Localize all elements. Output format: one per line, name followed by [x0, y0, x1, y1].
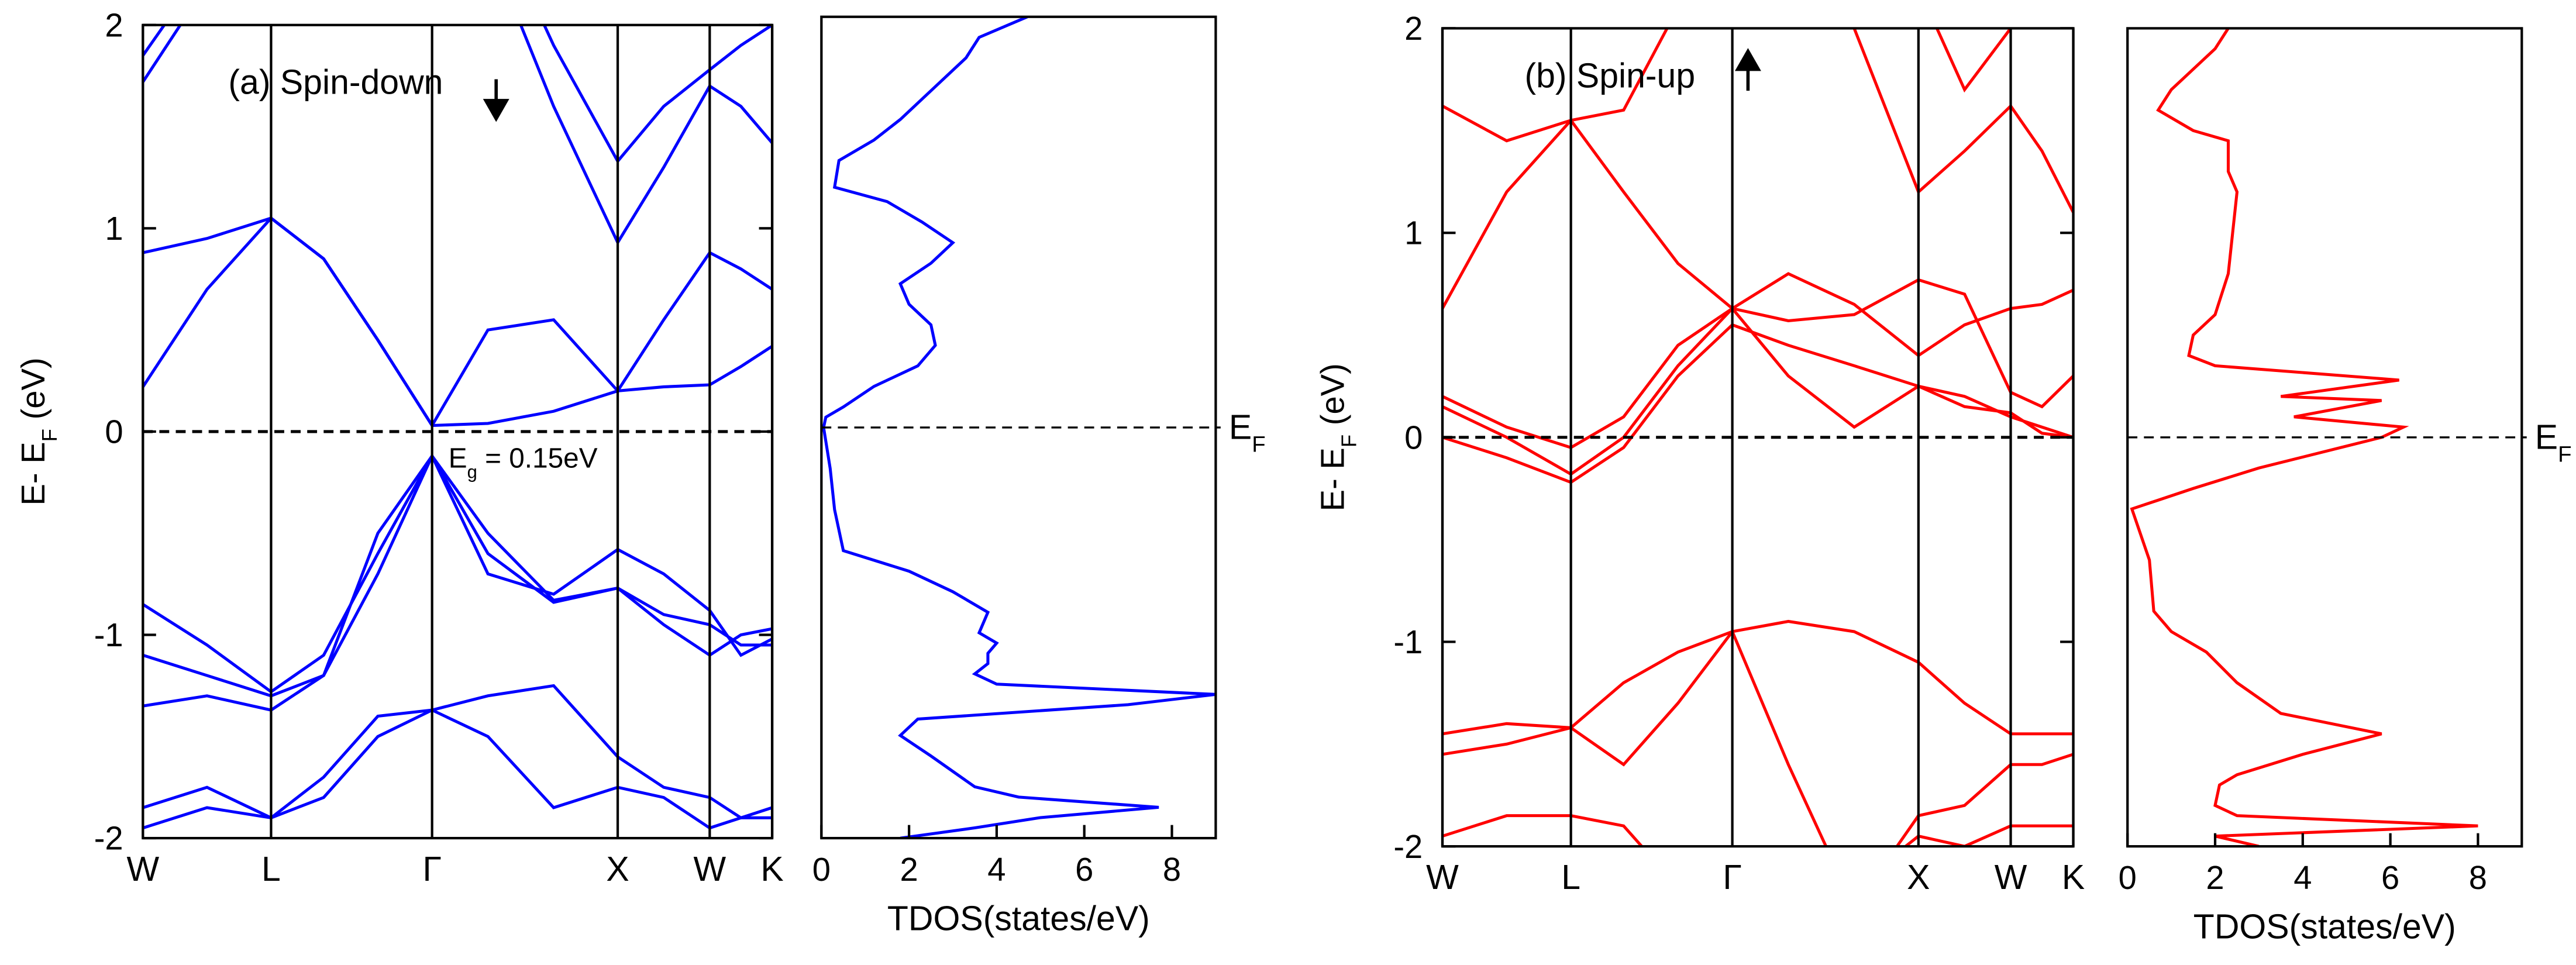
- band-line: [1442, 323, 2074, 484]
- fermi-label-part: F: [1252, 432, 1265, 457]
- x-tick-label: 0: [812, 851, 831, 888]
- y-tick-label: 2: [1404, 10, 1423, 47]
- x-tick-label: W: [694, 850, 726, 888]
- gap-label-part: E: [449, 443, 467, 474]
- x-tick-label: 8: [1163, 851, 1181, 888]
- spin-up-arrow: [1734, 48, 1761, 91]
- y-axis-label: E- EF (eV): [1314, 363, 1361, 511]
- x-tick-label: 2: [900, 851, 918, 888]
- band-line: [1442, 272, 2074, 450]
- band-line: [143, 216, 773, 429]
- fermi-label-part: E: [1229, 409, 1252, 447]
- panel-annotation: (b) Spin-up: [1524, 57, 1695, 95]
- x-tick-label: K: [2062, 859, 2085, 897]
- y-tick-label: 1: [1404, 215, 1423, 251]
- y-tick-label: 2: [105, 6, 123, 43]
- plot-frame: [820, 15, 1217, 840]
- band-line: [143, 25, 773, 246]
- plot-frame: [142, 23, 774, 840]
- panel-annotation: (a) Spin-down: [228, 64, 443, 102]
- x-tick-label: 4: [987, 851, 1005, 888]
- fermi-label-part: F: [2558, 442, 2571, 467]
- x-tick-label: W: [1426, 859, 1459, 897]
- dos-line: [2130, 28, 2478, 847]
- y-tick-label: -2: [1393, 828, 1423, 865]
- band-line: [143, 216, 773, 428]
- y-tick-label: 0: [1404, 419, 1423, 456]
- x-tick-label: K: [760, 850, 783, 888]
- y-tick-label: 0: [105, 413, 123, 450]
- y-axis-label-part: E- E: [15, 442, 51, 505]
- band-line: [1442, 118, 2074, 409]
- plot-frame: [2126, 27, 2523, 848]
- y-axis-label: E- EF (eV): [15, 357, 61, 505]
- band-line: [143, 708, 773, 830]
- y-axis-label-part: (eV): [1314, 363, 1351, 435]
- y-axis-label-part: F: [37, 429, 61, 442]
- y-axis-label-part: F: [1337, 435, 1361, 447]
- x-tick-label: 2: [2206, 859, 2224, 896]
- x-tick-label: 6: [1075, 851, 1093, 888]
- band-line: [1442, 814, 2074, 847]
- x-tick-label: X: [606, 850, 629, 888]
- band-line: [1442, 619, 2074, 736]
- x-tick-label: L: [1561, 859, 1580, 897]
- y-tick-label: 1: [105, 210, 123, 247]
- plot-frame: [1441, 27, 2075, 848]
- x-tick-label: 0: [2119, 859, 2137, 896]
- band-line: [1442, 628, 2074, 847]
- fermi-label-part: E: [2535, 418, 2558, 456]
- dos: [2130, 28, 2478, 847]
- fermi-label: EF: [1229, 409, 1266, 457]
- x-axis-label: TDOS(states/eV): [2193, 908, 2456, 946]
- band-line: [143, 684, 773, 820]
- x-tick-label: Γ: [1723, 859, 1741, 897]
- dos: [822, 16, 1216, 839]
- bands: [1442, 28, 2074, 847]
- gap-label-part: g: [467, 461, 477, 482]
- gap-label: Eg = 0.15eV: [449, 443, 598, 482]
- x-tick-label: W: [1995, 859, 2027, 897]
- x-tick-label: L: [261, 850, 281, 888]
- x-tick-label: W: [127, 850, 160, 888]
- x-tick-label: 6: [2381, 859, 2399, 896]
- x-tick-label: 8: [2469, 859, 2487, 896]
- x-tick-label: 4: [2293, 859, 2312, 896]
- y-tick-label: -1: [94, 616, 123, 653]
- band-line: [143, 453, 773, 712]
- x-axis-label: TDOS(states/eV): [887, 899, 1150, 938]
- y-axis-label-part: (eV): [15, 357, 51, 429]
- x-tick-label: X: [1907, 859, 1930, 897]
- dos-line: [822, 16, 1216, 839]
- band-line: [1442, 28, 2074, 213]
- x-tick-label: Γ: [422, 850, 441, 888]
- bands: [143, 25, 773, 830]
- y-axis-label-part: E- E: [1314, 447, 1351, 511]
- y-tick-label: -1: [1393, 623, 1423, 660]
- fermi-label: EF: [2535, 418, 2572, 467]
- gap-label-part: = 0.15eV: [477, 443, 598, 474]
- spin-down-arrow: [483, 79, 509, 122]
- y-tick-label: -2: [94, 820, 123, 857]
